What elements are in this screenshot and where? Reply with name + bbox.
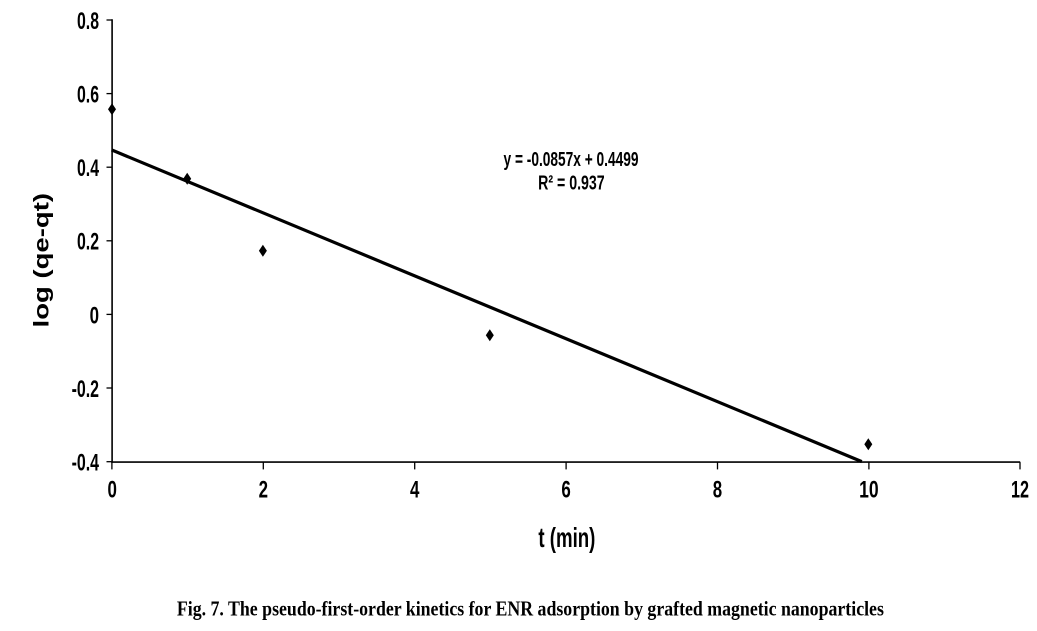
svg-text:-0.2: -0.2 <box>72 376 99 403</box>
svg-text:y = -0.0857x + 0.4499: y = -0.0857x + 0.4499 <box>504 149 639 171</box>
svg-text:-0.4: -0.4 <box>72 450 100 477</box>
svg-text:8: 8 <box>713 476 722 503</box>
svg-text:4: 4 <box>410 476 420 503</box>
svg-text:log (qe-qt): log (qe-qt) <box>30 193 54 328</box>
svg-text:0.6: 0.6 <box>77 82 99 109</box>
svg-text:12: 12 <box>1011 476 1029 503</box>
svg-text:6: 6 <box>561 476 570 503</box>
svg-text:10: 10 <box>859 476 879 503</box>
svg-text:R² = 0.937: R² = 0.937 <box>538 172 605 194</box>
svg-text:0.2: 0.2 <box>77 229 99 256</box>
svg-text:0.4: 0.4 <box>77 155 99 182</box>
svg-text:0: 0 <box>108 476 117 503</box>
svg-text:t (min): t (min) <box>538 522 595 553</box>
svg-text:2: 2 <box>259 476 268 503</box>
svg-text:Fig. 7. The pseudo-first-order: Fig. 7. The pseudo-first-order kinetics … <box>177 597 884 621</box>
svg-text:0.8: 0.8 <box>77 8 99 35</box>
svg-text:0: 0 <box>90 302 99 329</box>
